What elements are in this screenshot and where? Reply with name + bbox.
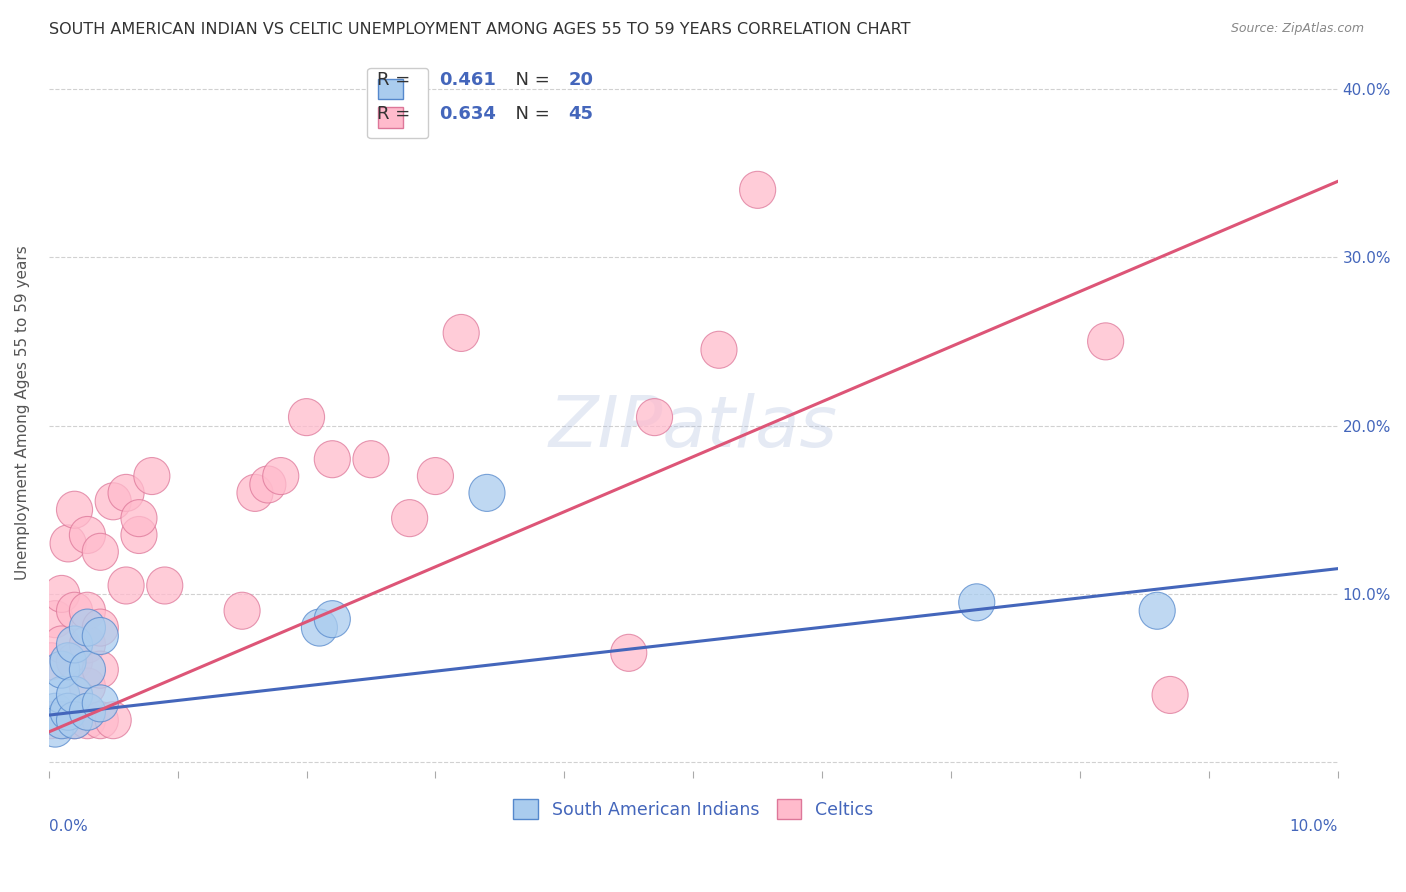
Ellipse shape: [315, 600, 350, 638]
Ellipse shape: [108, 567, 145, 604]
Ellipse shape: [1088, 323, 1123, 359]
Ellipse shape: [69, 693, 105, 731]
Ellipse shape: [51, 643, 86, 680]
Ellipse shape: [83, 617, 118, 655]
Text: 0.634: 0.634: [439, 105, 496, 123]
Ellipse shape: [610, 634, 647, 672]
Ellipse shape: [69, 592, 105, 629]
Text: R =: R =: [377, 71, 416, 89]
Text: Source: ZipAtlas.com: Source: ZipAtlas.com: [1230, 22, 1364, 36]
Ellipse shape: [134, 458, 170, 494]
Ellipse shape: [44, 575, 80, 613]
Ellipse shape: [83, 651, 118, 689]
Text: 0.0%: 0.0%: [49, 820, 87, 834]
Ellipse shape: [470, 475, 505, 511]
Text: 10.0%: 10.0%: [1289, 820, 1337, 834]
Ellipse shape: [56, 702, 93, 739]
Ellipse shape: [250, 466, 285, 503]
Ellipse shape: [83, 609, 118, 646]
Ellipse shape: [1152, 676, 1188, 714]
Ellipse shape: [83, 685, 118, 722]
Text: R =: R =: [377, 105, 416, 123]
Ellipse shape: [56, 592, 93, 629]
Ellipse shape: [288, 399, 325, 435]
Ellipse shape: [301, 609, 337, 646]
Ellipse shape: [51, 702, 86, 739]
Ellipse shape: [69, 651, 105, 689]
Ellipse shape: [44, 702, 80, 739]
Ellipse shape: [959, 583, 995, 621]
Ellipse shape: [37, 600, 73, 638]
Ellipse shape: [51, 524, 86, 562]
Ellipse shape: [56, 626, 93, 663]
Ellipse shape: [637, 399, 672, 435]
Ellipse shape: [56, 491, 93, 528]
Text: 45: 45: [568, 105, 593, 123]
Ellipse shape: [443, 314, 479, 351]
Ellipse shape: [418, 458, 454, 494]
Legend: South American Indians, Celtics: South American Indians, Celtics: [506, 792, 880, 826]
Ellipse shape: [34, 702, 69, 739]
Ellipse shape: [263, 458, 299, 494]
Text: 0.461: 0.461: [439, 71, 496, 89]
Ellipse shape: [96, 702, 131, 739]
Ellipse shape: [44, 651, 80, 689]
Text: N =: N =: [503, 105, 555, 123]
Ellipse shape: [146, 567, 183, 604]
Ellipse shape: [56, 643, 93, 680]
Ellipse shape: [69, 626, 105, 663]
Ellipse shape: [56, 702, 93, 739]
Ellipse shape: [121, 500, 157, 537]
Ellipse shape: [51, 693, 86, 731]
Y-axis label: Unemployment Among Ages 55 to 59 years: Unemployment Among Ages 55 to 59 years: [15, 245, 30, 581]
Ellipse shape: [108, 475, 145, 511]
Ellipse shape: [96, 483, 131, 520]
Ellipse shape: [34, 643, 69, 680]
Ellipse shape: [69, 516, 105, 554]
Ellipse shape: [224, 592, 260, 629]
Ellipse shape: [392, 500, 427, 537]
Ellipse shape: [44, 702, 80, 739]
Ellipse shape: [702, 331, 737, 368]
Text: ZIPatlas: ZIPatlas: [548, 392, 838, 462]
Ellipse shape: [56, 676, 93, 714]
Ellipse shape: [353, 441, 389, 478]
Ellipse shape: [44, 626, 80, 663]
Ellipse shape: [83, 702, 118, 739]
Ellipse shape: [37, 710, 73, 747]
Ellipse shape: [83, 533, 118, 570]
Ellipse shape: [69, 702, 105, 739]
Ellipse shape: [315, 441, 350, 478]
Text: 20: 20: [568, 71, 593, 89]
Text: N =: N =: [503, 71, 555, 89]
Text: SOUTH AMERICAN INDIAN VS CELTIC UNEMPLOYMENT AMONG AGES 55 TO 59 YEARS CORRELATI: SOUTH AMERICAN INDIAN VS CELTIC UNEMPLOY…: [49, 22, 911, 37]
Ellipse shape: [44, 676, 80, 714]
Ellipse shape: [238, 475, 273, 511]
Ellipse shape: [1139, 592, 1175, 629]
Ellipse shape: [69, 609, 105, 646]
Ellipse shape: [69, 668, 105, 705]
Ellipse shape: [37, 693, 73, 731]
Ellipse shape: [121, 516, 157, 554]
Ellipse shape: [740, 171, 776, 209]
